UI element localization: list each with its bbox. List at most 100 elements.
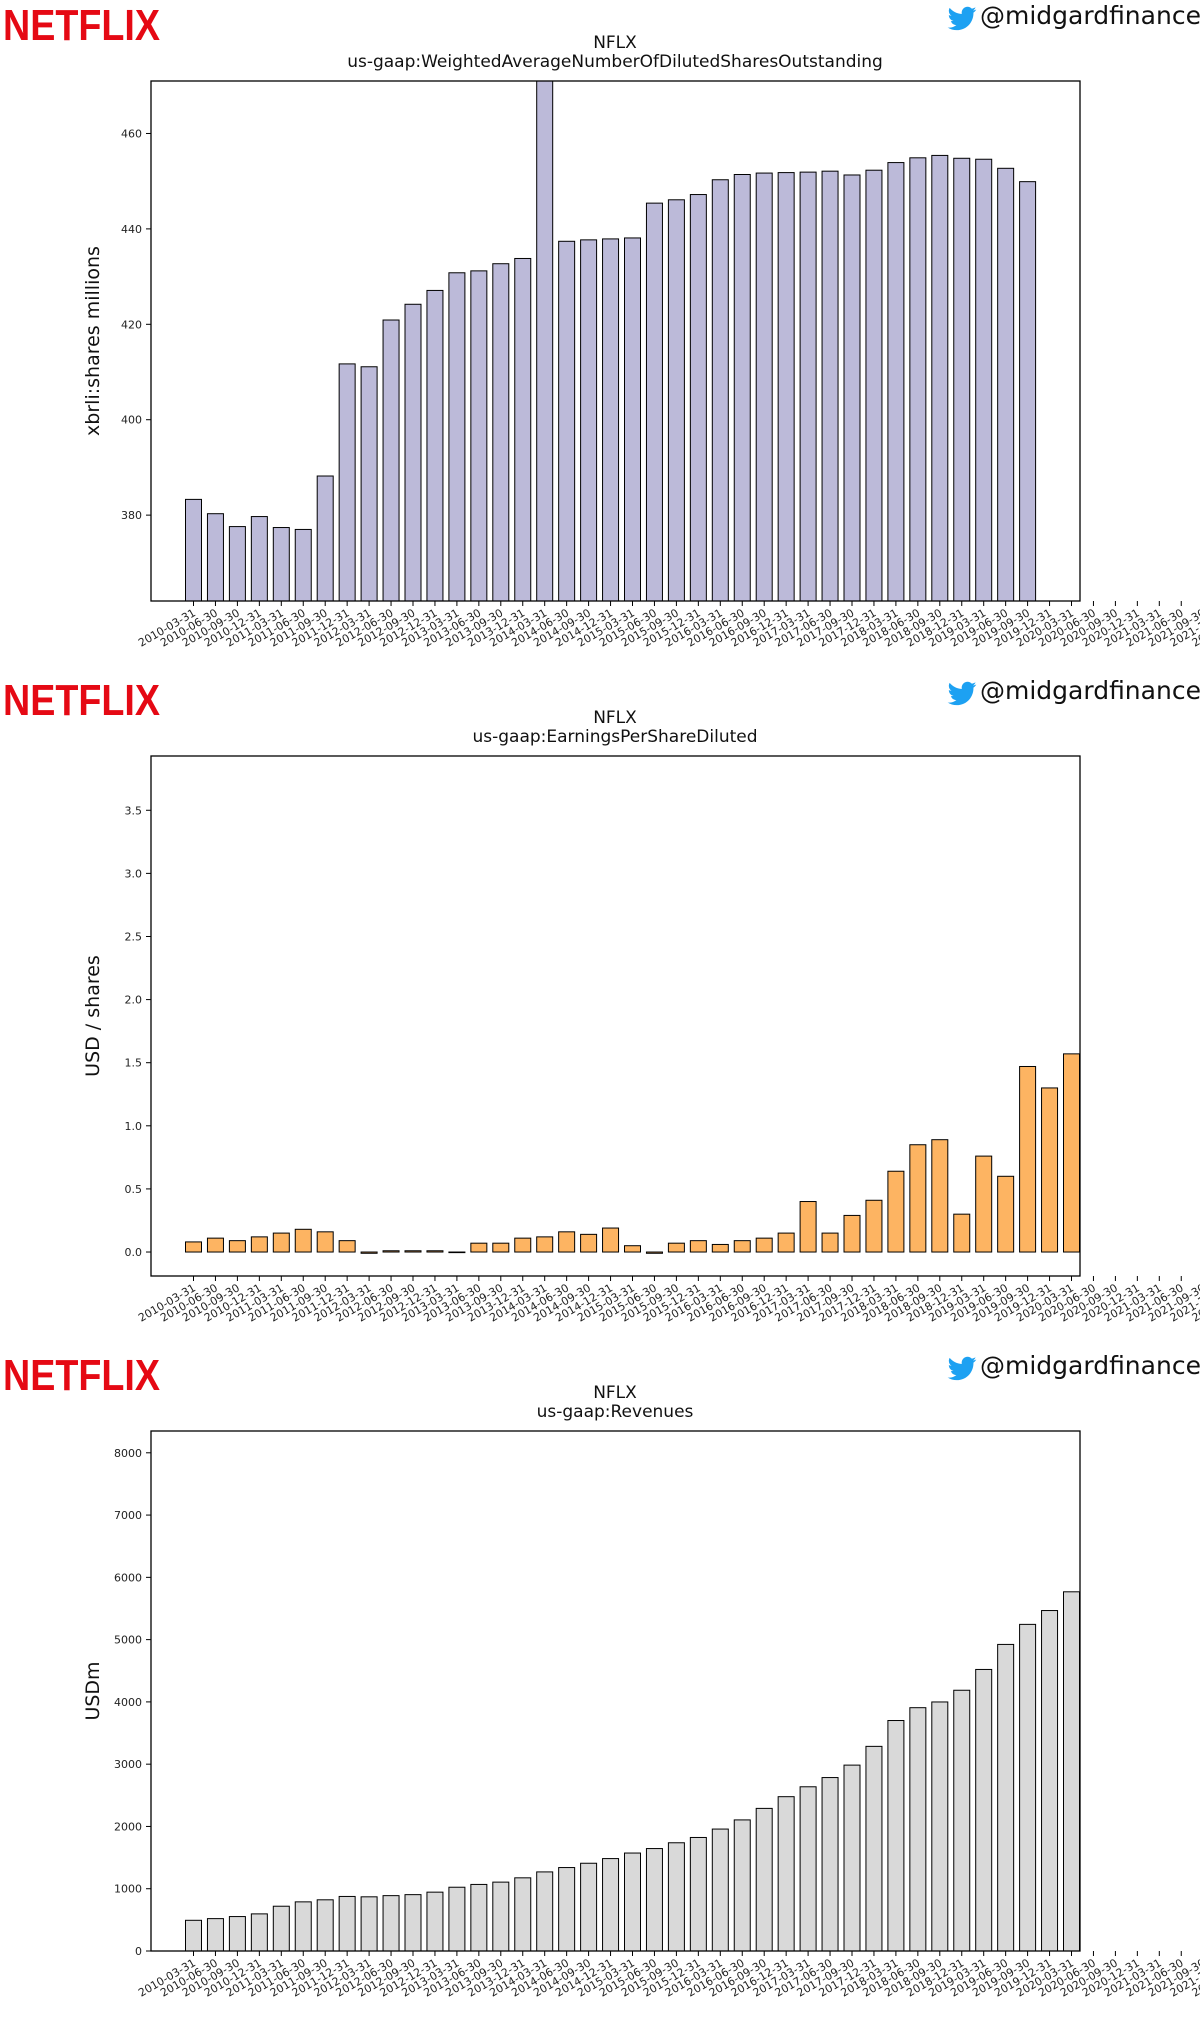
bar <box>294 1228 312 1253</box>
bar <box>272 1232 290 1253</box>
bar <box>580 1862 598 1951</box>
bar <box>580 1233 598 1253</box>
bar <box>514 1877 532 1951</box>
bar <box>1195 1485 1200 1953</box>
bar <box>250 1236 268 1253</box>
bar <box>1019 181 1037 601</box>
y-tick-label: 1000 <box>114 1883 142 1896</box>
y-tick-label: 5000 <box>114 1634 142 1647</box>
bar <box>1085 1051 1101 1252</box>
bar <box>404 303 422 601</box>
bar <box>404 1894 422 1951</box>
bar <box>206 1918 224 1951</box>
bar <box>448 272 466 601</box>
bar <box>755 1807 773 1951</box>
bar <box>865 1745 883 1951</box>
bar <box>250 516 268 601</box>
plot-frame <box>150 1430 1081 1952</box>
bar <box>250 1913 268 1951</box>
bar <box>777 172 795 601</box>
chart-subtitle: us-gaap:Revenues <box>537 1402 694 1422</box>
netflix-logo: NETFLIX <box>3 676 160 725</box>
bar <box>689 194 707 601</box>
bar <box>536 81 554 601</box>
bar <box>931 1139 949 1253</box>
bar <box>667 1242 685 1253</box>
bar <box>558 1867 576 1951</box>
bar <box>382 319 400 601</box>
bar <box>1129 1537 1145 1953</box>
bar <box>975 1155 993 1253</box>
bar <box>558 1231 576 1253</box>
bar <box>711 1243 729 1253</box>
twitter-handle: @midgardfinance <box>980 676 1200 705</box>
bar <box>689 1836 707 1951</box>
bar <box>1063 1591 1080 1951</box>
bar <box>1173 1494 1189 1953</box>
bar <box>887 162 905 601</box>
bar <box>360 1896 378 1951</box>
twitter-handle: @midgardfinance <box>980 1 1200 30</box>
chart-title: NFLX <box>593 708 637 728</box>
bar <box>645 1848 663 1951</box>
bar <box>1195 849 1200 1252</box>
bar <box>316 1231 334 1253</box>
y-tick-label: 400 <box>121 414 142 427</box>
bar <box>558 240 576 601</box>
bar <box>206 1237 224 1253</box>
bar <box>799 1201 817 1253</box>
bar <box>228 1240 246 1253</box>
y-axis-label: xbrli:shares millions <box>82 246 104 436</box>
bar <box>272 527 290 601</box>
bar <box>1041 1610 1059 1951</box>
bar <box>645 202 663 601</box>
chart-panel-shares: NETFLIX @midgardfinance NFLX us-gaap:Weight… <box>0 0 1200 675</box>
bar <box>777 1232 795 1253</box>
y-tick-label: 3000 <box>114 1758 142 1771</box>
bar <box>1107 1032 1123 1252</box>
bar <box>536 1871 554 1951</box>
y-axis-label: USD / shares <box>82 955 104 1077</box>
bar <box>624 237 641 601</box>
bar <box>909 157 927 601</box>
bar <box>624 1852 641 1951</box>
chart-subtitle: us-gaap:WeightedAverageNumberOfDilutedSh… <box>347 52 883 72</box>
bar <box>843 1764 861 1951</box>
chart-panel-revenues: NETFLIX @midgardfinance NFLX us-gaap:Revenu… <box>0 1350 1200 2025</box>
bar <box>206 513 224 601</box>
bar <box>887 1720 905 1951</box>
bar <box>953 157 971 601</box>
bar <box>1129 1102 1145 1252</box>
y-tick-label: 8000 <box>114 1447 142 1460</box>
bar <box>799 171 817 601</box>
bar <box>338 363 356 601</box>
y-tick-label: 0.0 <box>125 1246 143 1259</box>
bar <box>470 270 488 601</box>
chart-title: NFLX <box>593 1383 637 1403</box>
bar <box>360 1251 378 1254</box>
y-tick-label: 1.5 <box>125 1057 143 1070</box>
bar <box>843 1214 861 1253</box>
bar <box>580 239 598 601</box>
bar <box>733 1240 751 1253</box>
netflix-logo: NETFLIX <box>3 1 160 50</box>
bar <box>865 169 883 601</box>
bar <box>1107 1550 1123 1953</box>
y-tick-label: 440 <box>121 223 142 236</box>
bar <box>711 1828 729 1951</box>
bar <box>997 1175 1015 1253</box>
bar <box>492 1881 510 1951</box>
bar <box>448 1886 466 1951</box>
bar <box>931 154 949 601</box>
bar-group <box>185 1485 1200 1953</box>
twitter-handle: @midgardfinance <box>980 1351 1200 1380</box>
bar <box>382 1250 400 1253</box>
bar <box>404 1250 422 1253</box>
bar <box>360 366 378 601</box>
bar <box>887 1170 905 1253</box>
y-tick-label: 7000 <box>114 1509 142 1522</box>
bar <box>821 1777 839 1951</box>
plot-frame <box>150 80 1081 602</box>
bar <box>755 172 773 601</box>
bar <box>1151 1505 1167 1953</box>
